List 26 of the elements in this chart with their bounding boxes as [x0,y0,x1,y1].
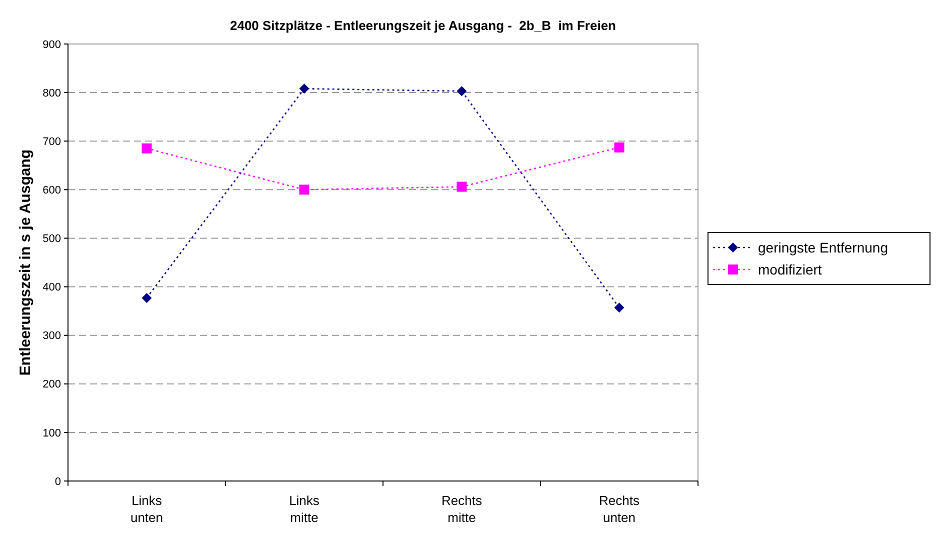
legend-label: modifiziert [758,261,822,278]
y-tick-label: 900 [42,38,61,51]
y-tick-label: 0 [54,476,61,488]
y-tick-label: 600 [42,184,61,197]
point [456,86,467,96]
x-tick-label: Rechts unten [599,493,640,525]
y-tick-label: 200 [42,378,61,391]
y-tick-label: 300 [42,330,61,342]
y-tick-label: 800 [42,87,61,100]
legend-label: geringste Entfernung [758,239,888,256]
point [142,292,152,303]
point [456,182,467,192]
point [614,302,624,313]
point [142,143,152,154]
y-axis-title: Entleerungszeit in s je Ausgang [17,149,34,376]
point [299,184,310,195]
chart-title: 2400 Sitzplätze - Entleerungszeit je Ausgang - 2b_B im Freien [230,18,616,33]
y-tick-label: 100 [42,427,61,440]
y-tick-label: 500 [42,233,61,246]
y-tick-label: 400 [42,282,61,294]
y-tick-label: 700 [42,136,61,148]
x-tick-label: Links unten [130,493,164,525]
point [614,142,624,152]
x-tick-label: Rechts mitte [442,493,482,525]
x-tick-label: Links mitte [289,493,320,525]
point [299,84,310,94]
